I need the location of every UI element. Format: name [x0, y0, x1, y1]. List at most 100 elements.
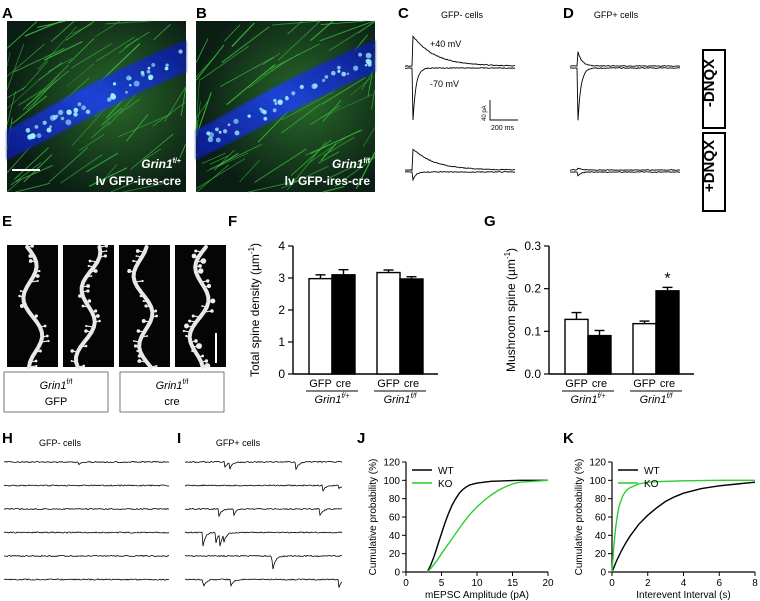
gfp-fiber	[23, 154, 53, 183]
gfp-cell	[274, 102, 278, 105]
gfp-cell	[277, 99, 283, 105]
gfp-cell	[125, 90, 128, 94]
y-tick-label: 80	[595, 494, 607, 505]
gfp-cell	[147, 66, 151, 70]
gfp-cell	[234, 130, 240, 136]
spine-head	[70, 349, 74, 353]
y-axis-label: Total spine density (µm-1)	[247, 243, 262, 377]
x-tick-label: 5	[439, 578, 445, 589]
gfp-fiber	[201, 152, 226, 164]
y-tick-label: 0.0	[524, 367, 541, 381]
mepsc-traces-i	[184, 460, 343, 588]
gfp-cell	[273, 98, 277, 103]
gfp-fiber	[262, 52, 281, 66]
gfp-cell	[321, 78, 326, 83]
gfp-fiber	[15, 164, 53, 183]
gfp-fiber	[66, 63, 94, 87]
group-box-cre-label: cre	[164, 396, 179, 408]
spine-head	[142, 299, 145, 303]
gfp-fiber	[209, 155, 229, 165]
category-label: cre	[592, 378, 607, 390]
spine-head	[87, 264, 90, 268]
gfp-fiber	[152, 101, 186, 127]
spine-head	[136, 350, 139, 352]
gfp-fiber	[226, 64, 276, 105]
ephys-title-c: GFP- cells	[441, 10, 484, 20]
spine-head	[191, 314, 195, 318]
spine-head	[28, 259, 33, 263]
spine-head	[81, 304, 85, 308]
gfp-fiber	[319, 20, 375, 42]
gfp-cell	[46, 127, 52, 133]
mepsc-trace-row	[184, 507, 343, 518]
spine-head	[196, 343, 202, 349]
group-box-cre-gene: Grin1f/f	[156, 379, 189, 392]
category-label: GFP	[377, 378, 400, 390]
spine-head	[206, 283, 212, 289]
gfp-cell	[218, 130, 222, 134]
spine-panel-e: Grin1f/f GFP Grin1f/f cre	[3, 244, 226, 413]
gfp-fiber	[48, 146, 89, 183]
gfp-fiber	[37, 20, 67, 28]
spine-head	[85, 324, 88, 328]
gfp-cell	[60, 116, 65, 121]
bar	[564, 318, 589, 375]
y-tick-label: 0.3	[524, 239, 541, 253]
y-tick-label: 0.2	[524, 282, 541, 296]
y-tick-label: 4	[278, 239, 285, 253]
gfp-cell	[233, 118, 239, 124]
mepsc-traces-h	[3, 460, 170, 581]
mepsc-trace-row	[3, 531, 170, 534]
trace-positive	[404, 148, 515, 172]
spine-head	[206, 279, 210, 283]
y-tick-label: 0	[394, 568, 400, 579]
dendrite-shaft	[187, 245, 211, 369]
gfp-cell	[151, 62, 156, 67]
y-tick-label: 3	[278, 271, 285, 285]
gfp-fiber	[78, 134, 105, 152]
gfp-cell	[263, 116, 268, 121]
gfp-fiber	[280, 103, 321, 134]
gfp-cell	[367, 62, 372, 67]
trace-title-h: GFP- cells	[39, 438, 82, 448]
gfp-fiber	[195, 158, 246, 190]
spine-head	[155, 364, 158, 368]
group-label: Grin1f/f	[384, 393, 418, 406]
gfp-fiber	[38, 62, 63, 81]
gfp-cell	[42, 120, 47, 125]
gfp-fiber	[200, 45, 249, 81]
y-tick-label: 40	[595, 531, 607, 542]
gfp-fiber	[6, 179, 22, 193]
mepsc-trace-row	[184, 578, 343, 588]
ephys-panel-d: GFP+ cells -DNQX +DNQX	[569, 10, 726, 212]
x-tick-label: 8	[752, 578, 758, 589]
gfp-fiber	[320, 143, 337, 161]
gfp-fiber	[22, 64, 70, 111]
bar	[655, 290, 680, 375]
mepsc-trace-row	[184, 554, 343, 570]
gfp-fiber	[195, 55, 216, 78]
gfp-fiber	[317, 151, 340, 164]
spine-head	[84, 329, 88, 333]
gfp-fiber	[310, 129, 362, 155]
gfp-cell	[112, 82, 117, 86]
gfp-fiber	[328, 155, 376, 179]
x-tick-label: 20	[542, 578, 554, 589]
x-tick-label: 0	[609, 578, 615, 589]
gfp-cell	[25, 128, 31, 133]
gfp-fiber	[224, 24, 241, 42]
y-tick-label: 60	[389, 513, 401, 524]
y-tick-label: 120	[383, 458, 400, 469]
gfp-fiber	[195, 100, 209, 119]
spine-head	[182, 329, 186, 333]
gfp-cell	[85, 109, 91, 115]
panel-letter-h: H	[2, 430, 13, 447]
ephys-traces-c	[404, 34, 516, 182]
mepsc-trace-row	[3, 484, 170, 487]
gfp-cell	[358, 52, 363, 57]
gfp-cell	[291, 91, 296, 96]
gfp-cell	[49, 114, 56, 121]
gfp-cell	[331, 70, 336, 76]
category-label: cre	[660, 378, 675, 390]
gfp-fiber	[231, 22, 255, 47]
